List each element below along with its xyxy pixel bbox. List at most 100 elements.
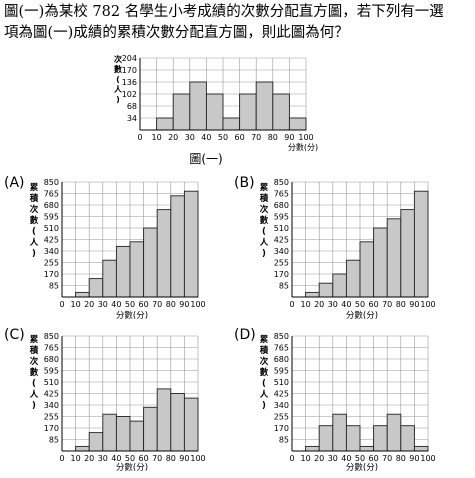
y-tick-label: 425 xyxy=(44,236,59,245)
y-tick-label: 255 xyxy=(44,259,59,268)
histogram-bar xyxy=(156,209,172,298)
y-axis-label-char: ( xyxy=(116,75,120,84)
y-tick-label: 850 xyxy=(44,332,59,341)
histogram-bar xyxy=(305,445,320,452)
x-tick-label: 60 xyxy=(235,133,245,142)
histogram-bar xyxy=(170,393,185,452)
histogram-bar xyxy=(143,227,158,298)
option-c-cumulative-histogram[interactable]: 85 170 255 340 425 510 595 680 765 850 0 10 20 30 40 50… xyxy=(2,324,222,476)
histogram-bar xyxy=(129,420,145,452)
x-tick-label: 80 xyxy=(396,300,406,309)
histogram-bar xyxy=(332,413,347,452)
histogram-bar xyxy=(318,425,334,452)
x-tick-label: 80 xyxy=(166,454,176,463)
x-tick-label: 20 xyxy=(84,454,94,463)
y-axis-label-char: 次 xyxy=(30,356,39,367)
x-tick-label: 70 xyxy=(382,300,392,309)
x-tick-label: 60 xyxy=(139,454,149,463)
x-tick-label: 0 xyxy=(59,454,64,463)
histogram-bar xyxy=(183,397,199,452)
histogram-bar xyxy=(205,93,224,131)
histogram-bar xyxy=(386,413,402,452)
y-axis-label-char: 次 xyxy=(260,204,269,215)
histogram-bar xyxy=(156,117,174,131)
x-tick-label: 80 xyxy=(396,454,406,463)
x-tick-label: 40 xyxy=(341,454,351,463)
x-tick-label: 10 xyxy=(71,454,81,463)
x-tick-label: 40 xyxy=(111,454,121,463)
histogram-bar xyxy=(332,273,347,298)
y-tick-label: 85 xyxy=(279,436,289,445)
x-tick-label: 100 xyxy=(420,454,435,463)
x-tick-label: 30 xyxy=(328,454,338,463)
histogram-bar xyxy=(386,218,402,298)
x-tick-label: 50 xyxy=(355,300,365,309)
y-tick-label: 136 xyxy=(122,78,137,87)
histogram-bar xyxy=(272,93,290,131)
x-axis-label: 分數(分) xyxy=(116,310,148,321)
y-axis-label-char: 累 xyxy=(30,334,39,345)
y-axis-label-char: 積 xyxy=(259,193,269,204)
x-tick-label: 90 xyxy=(284,133,294,142)
x-tick-label: 40 xyxy=(111,300,121,309)
histogram-bar xyxy=(359,445,375,452)
y-tick-label: 765 xyxy=(274,344,289,353)
y-tick-label: 510 xyxy=(274,378,289,387)
x-tick-label: 0 xyxy=(289,454,294,463)
y-tick-label: 85 xyxy=(49,282,59,291)
x-tick-label: 30 xyxy=(98,454,108,463)
y-tick-label: 595 xyxy=(44,213,59,222)
y-axis-label-char: ) xyxy=(262,401,266,411)
y-axis-label-char: 數 xyxy=(114,64,122,74)
histogram-bar xyxy=(373,227,388,298)
y-tick-label: 255 xyxy=(274,259,289,268)
x-tick-label: 60 xyxy=(369,454,379,463)
histogram-bar xyxy=(170,195,185,298)
y-axis-label-char: 累 xyxy=(260,334,269,345)
histogram-bar xyxy=(88,432,104,452)
y-axis-label-char: 累 xyxy=(30,182,39,193)
y-axis-label-char: ( xyxy=(32,379,36,389)
y-tick-label: 595 xyxy=(274,367,289,376)
y-tick-label: 765 xyxy=(44,190,59,199)
x-tick-label: 100 xyxy=(190,454,205,463)
x-tick-label: 10 xyxy=(71,300,81,309)
histogram-bar xyxy=(172,93,191,131)
histogram-bar xyxy=(88,278,104,298)
histogram-bar xyxy=(75,445,90,452)
x-tick-label: 90 xyxy=(179,300,189,309)
x-axis-label: 分數(分) xyxy=(288,142,318,152)
x-tick-label: 60 xyxy=(369,300,379,309)
question-line-1: 圖(一)為某校 782 名學生小考成績的次數分配直方圖，若下列有一選 xyxy=(4,4,444,20)
y-tick-label: 170 xyxy=(44,270,59,279)
option-b-cumulative-histogram[interactable]: 85 170 255 340 425 510 595 680 765 850 0 10 20 30 40 50… xyxy=(232,172,452,322)
y-tick-label: 680 xyxy=(44,355,59,364)
option-a-cumulative-histogram[interactable]: 85 170 255 340 425 510 595 680 765 850 0 10 20 30 40 50… xyxy=(2,172,222,322)
histogram-bar xyxy=(156,388,172,452)
y-axis-label-char: 人 xyxy=(260,389,269,400)
histogram-bar xyxy=(102,259,117,298)
x-tick-label: 100 xyxy=(420,300,435,309)
x-tick-label: 20 xyxy=(314,454,324,463)
x-tick-label: 0 xyxy=(59,300,64,309)
histogram-bar xyxy=(413,445,429,452)
y-tick-label: 510 xyxy=(274,224,289,233)
x-axis-label: 分數(分) xyxy=(116,462,148,473)
y-tick-label: 255 xyxy=(44,413,59,422)
histogram-bar xyxy=(102,413,117,452)
x-tick-label: 20 xyxy=(168,133,178,142)
y-tick-label: 765 xyxy=(44,344,59,353)
y-axis-label-char: 積 xyxy=(29,193,39,204)
x-tick-label: 100 xyxy=(298,133,313,142)
y-axis-label-char: 累 xyxy=(260,182,269,193)
figure-caption: 圖(一) xyxy=(189,152,222,166)
y-tick-label: 170 xyxy=(122,66,137,75)
y-tick-label: 340 xyxy=(44,247,59,256)
x-tick-label: 60 xyxy=(139,300,149,309)
x-tick-label: 70 xyxy=(382,454,392,463)
option-d-cumulative-histogram[interactable]: 85 170 255 340 425 510 595 680 765 850 0 10 20 30 40 50… xyxy=(232,324,452,476)
y-axis-label-char: 人 xyxy=(30,237,39,248)
y-axis-label-char: ) xyxy=(116,95,120,104)
x-tick-label: 10 xyxy=(301,300,311,309)
y-tick-label: 680 xyxy=(274,355,289,364)
